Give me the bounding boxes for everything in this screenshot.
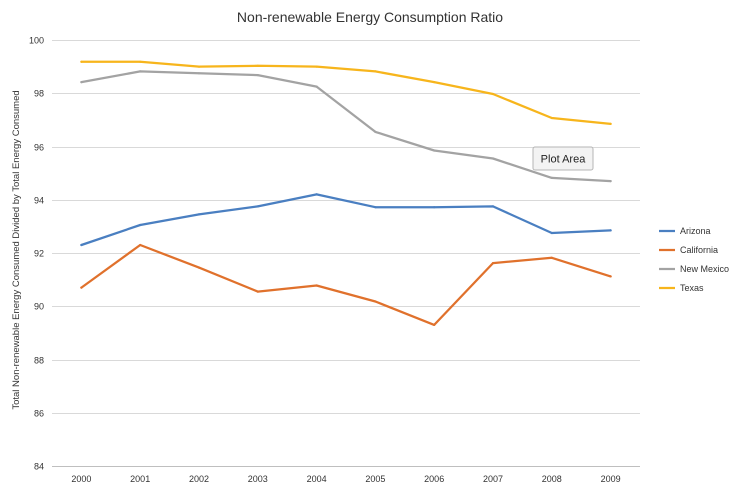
data-point <box>315 284 318 287</box>
data-point <box>256 64 259 67</box>
series-line-arizona <box>80 193 612 247</box>
data-point <box>315 193 318 196</box>
data-point <box>80 286 83 289</box>
data-point <box>491 262 495 265</box>
data-point <box>550 231 553 235</box>
tooltip-label: Plot Area <box>541 154 587 166</box>
chart-title: Non-renewable Energy Consumption Ratio <box>237 9 503 25</box>
data-point <box>197 213 201 216</box>
data-point <box>433 323 436 326</box>
data-point <box>433 206 436 209</box>
x-tick-label: 2003 <box>248 474 268 484</box>
y-axis-ticks: 84 86 88 90 92 94 96 98 100 <box>29 36 44 472</box>
series-line-texas <box>80 60 612 126</box>
data-point <box>491 157 495 160</box>
data-point <box>80 243 83 247</box>
series-line-new-mexico <box>80 70 612 183</box>
y-tick-label: 88 <box>34 356 44 366</box>
x-tick-label: 2006 <box>424 474 444 484</box>
data-point <box>374 206 377 209</box>
data-point <box>139 70 142 73</box>
legend: Arizona California New Mexico Texas <box>659 226 729 293</box>
data-point <box>139 243 142 247</box>
y-tick-label: 100 <box>29 36 44 46</box>
data-point <box>433 81 436 84</box>
data-point <box>256 74 259 77</box>
x-tick-label: 2008 <box>542 474 562 484</box>
y-tick-label: 96 <box>34 143 44 153</box>
legend-label: Arizona <box>680 226 711 236</box>
data-point <box>139 60 142 63</box>
x-tick-label: 2004 <box>307 474 327 484</box>
data-point <box>433 149 436 152</box>
x-tick-label: 2007 <box>483 474 503 484</box>
data-point <box>374 130 377 133</box>
data-point <box>609 122 612 125</box>
x-tick-label: 2002 <box>189 474 209 484</box>
data-point <box>550 116 553 120</box>
series-line-california <box>80 243 612 327</box>
y-tick-label: 98 <box>34 89 44 99</box>
data-point <box>491 205 495 208</box>
data-point <box>550 176 553 179</box>
data-point <box>374 70 377 73</box>
y-tick-label: 94 <box>34 196 44 206</box>
y-tick-label: 84 <box>34 462 44 472</box>
y-tick-label: 90 <box>34 302 44 312</box>
data-point <box>609 180 612 183</box>
y-axis-title: Total Non-renewable Energy Consumed Divi… <box>11 90 22 409</box>
data-point <box>256 205 259 208</box>
data-point <box>550 256 553 259</box>
data-point <box>139 223 142 227</box>
data-point <box>197 266 201 269</box>
legend-label: New Mexico <box>680 264 729 274</box>
data-point <box>197 72 201 75</box>
x-tick-label: 2005 <box>365 474 385 484</box>
y-tick-label: 92 <box>34 249 44 259</box>
data-point <box>197 65 201 68</box>
data-point <box>315 85 318 88</box>
data-point <box>609 275 612 278</box>
series-lines <box>80 60 612 327</box>
data-point <box>256 290 259 293</box>
data-point <box>315 65 318 68</box>
x-axis-ticks: 2000 2001 2002 2003 2004 2005 2006 2007 2008 2009 <box>71 474 620 484</box>
data-point <box>491 92 495 96</box>
gridlines <box>52 40 640 467</box>
legend-label: California <box>680 245 718 255</box>
data-point <box>80 81 83 84</box>
tooltip-box <box>532 146 594 171</box>
y-tick-label: 86 <box>34 409 44 419</box>
data-point <box>609 229 612 232</box>
data-point <box>374 300 377 303</box>
plot-area-tooltip: Plot Area <box>532 146 594 171</box>
legend-label: Texas <box>680 283 704 293</box>
x-tick-label: 2001 <box>130 474 150 484</box>
x-tick-label: 2009 <box>601 474 621 484</box>
data-point <box>80 60 83 63</box>
x-tick-label: 2000 <box>71 474 91 484</box>
